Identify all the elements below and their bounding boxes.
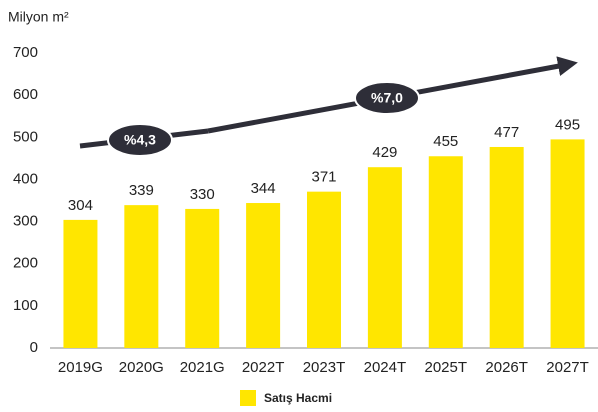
data-label: 344 bbox=[251, 180, 276, 197]
bar bbox=[489, 146, 524, 348]
x-tick-label: 2019G bbox=[58, 359, 103, 376]
legend-label: Satış Hacmi bbox=[264, 391, 332, 405]
bar bbox=[428, 156, 463, 348]
x-tick-label: 2023T bbox=[303, 359, 346, 376]
y-tick-label: 600 bbox=[13, 86, 38, 103]
annotation-bubble bbox=[107, 123, 173, 157]
x-tick-label: 2025T bbox=[425, 359, 468, 376]
data-label: 455 bbox=[433, 133, 458, 150]
y-tick-label: 200 bbox=[13, 255, 38, 272]
x-tick-label: 2027T bbox=[546, 359, 589, 376]
annotation: %4,3 bbox=[124, 132, 156, 148]
x-tick-label: 2022T bbox=[242, 359, 285, 376]
data-label: 477 bbox=[494, 124, 519, 141]
bar bbox=[307, 191, 341, 348]
bar bbox=[63, 219, 98, 348]
y-axis-label: Milyon m² bbox=[8, 9, 69, 25]
y-tick-label: 700 bbox=[13, 44, 38, 61]
x-tick-label: 2020G bbox=[119, 359, 164, 376]
data-label: 429 bbox=[372, 144, 397, 161]
x-tick-label: 2026T bbox=[485, 359, 528, 376]
x-tick-label: 2021G bbox=[180, 359, 225, 376]
y-tick-label: 100 bbox=[13, 297, 38, 314]
annotation: %7,0 bbox=[371, 90, 403, 106]
data-label: 304 bbox=[68, 197, 93, 214]
data-label: 330 bbox=[190, 186, 215, 203]
bar bbox=[246, 203, 281, 348]
y-tick-label: 500 bbox=[13, 128, 38, 145]
bar bbox=[550, 139, 585, 348]
bar bbox=[185, 208, 220, 348]
data-label: 495 bbox=[555, 116, 580, 133]
y-tick-label: 300 bbox=[13, 213, 38, 230]
data-label: 371 bbox=[311, 169, 336, 186]
y-tick-label: 0 bbox=[30, 339, 38, 356]
y-tick-label: 400 bbox=[13, 170, 38, 187]
data-label: 339 bbox=[129, 182, 154, 199]
bar bbox=[124, 205, 159, 348]
x-tick-label: 2024T bbox=[364, 359, 407, 376]
bar bbox=[367, 167, 402, 348]
annotation-bubble bbox=[354, 81, 420, 115]
legend-swatch bbox=[240, 390, 256, 406]
